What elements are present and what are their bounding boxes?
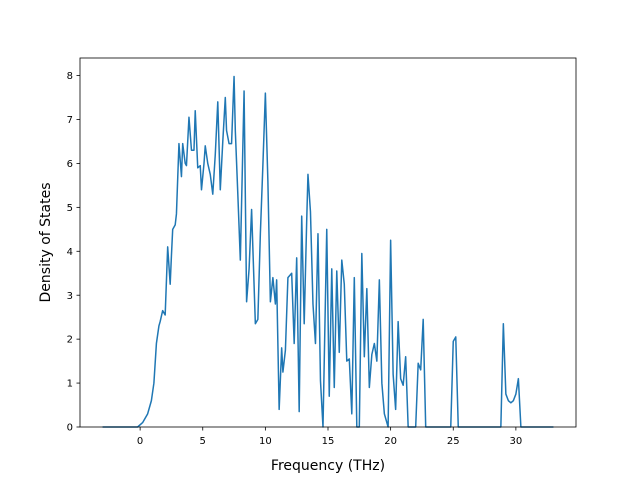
y-tick-label: 1 — [67, 379, 73, 390]
x-tick-label: 20 — [384, 436, 397, 447]
y-tick-label: 6 — [67, 159, 73, 170]
x-tick-label: 5 — [200, 436, 206, 447]
x-tick-label: 15 — [322, 436, 335, 447]
series-layer — [102, 75, 554, 428]
y-axis-label: Density of States — [38, 183, 54, 303]
dos-series-line — [102, 75, 554, 428]
y-tick-label: 2 — [67, 335, 73, 346]
plot-frame — [79, 57, 577, 428]
y-tick-label: 0 — [67, 423, 73, 434]
x-tick-label: 30 — [510, 436, 523, 447]
y-tick-label: 7 — [67, 115, 73, 126]
y-tick-label: 8 — [67, 71, 73, 82]
x-tick-label: 0 — [137, 436, 143, 447]
y-tick-label: 3 — [67, 291, 73, 302]
ticks-layer: 0 5 10 15 20 25 30 0 1 2 3 4 5 6 7 8 — [67, 71, 523, 447]
x-tick-label: 10 — [259, 436, 272, 447]
y-tick-label: 4 — [67, 247, 73, 258]
x-axis-label: Frequency (THz) — [271, 458, 385, 474]
x-tick-label: 25 — [447, 436, 460, 447]
y-tick-label: 5 — [67, 203, 73, 214]
